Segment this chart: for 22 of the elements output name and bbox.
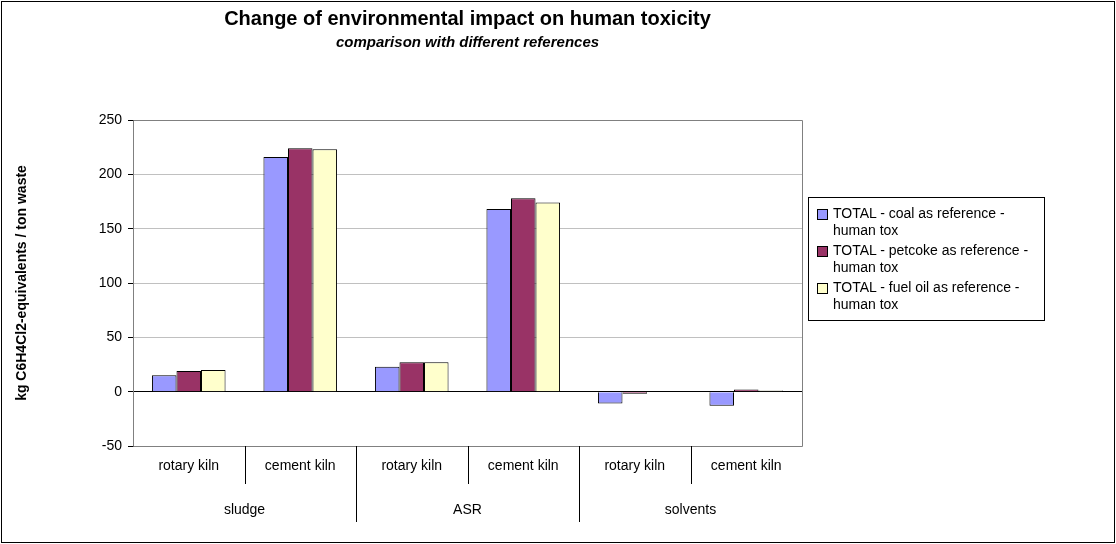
chart-title: Change of environmental impact on human toxicity	[224, 7, 712, 29]
y-tick-label: 150	[98, 219, 123, 236]
y-tick-label: 50	[106, 328, 123, 345]
x-tick-label: rotary kiln	[381, 457, 443, 474]
text: solvents	[664, 500, 717, 517]
x-tick-label: rotary kiln	[158, 457, 220, 474]
x-tick-label: rotary kiln	[604, 457, 666, 474]
y-tick-label: 200	[98, 165, 123, 182]
y-tick-label: 100	[98, 273, 123, 290]
y-tick-label: 0	[114, 382, 123, 399]
x-tick-label: cement kiln	[264, 457, 336, 474]
y-axis-title: kg C6H4Cl2-equivalents / ton waste	[13, 164, 30, 401]
chart-subtitle: comparison with different references	[335, 33, 600, 50]
y-tick-label: -50	[101, 436, 123, 453]
legend-label: TOTAL - petcoke as reference - human tox	[833, 242, 1030, 276]
legend-label: TOTAL - fuel oil as reference - human tox	[833, 279, 1021, 313]
y-tick-label: 250	[98, 110, 123, 127]
legend-label: TOTAL - coal as reference - human tox	[833, 205, 1006, 239]
text: sludge	[223, 500, 266, 517]
x-tick-label: cement kiln	[710, 457, 782, 474]
text: ASR	[453, 500, 482, 517]
x-tick-label: cement kiln	[487, 457, 559, 474]
